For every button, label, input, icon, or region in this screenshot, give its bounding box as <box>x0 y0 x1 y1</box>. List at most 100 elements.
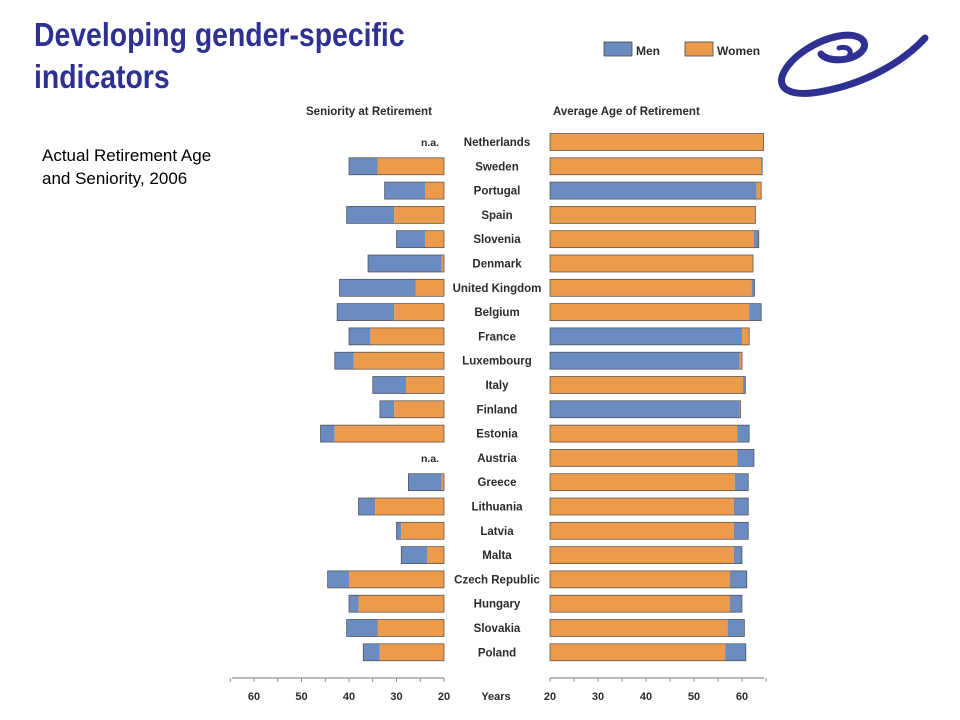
seniority-bar-shorter-hungary <box>358 595 444 613</box>
seniority-bar-shorter-latvia <box>401 522 444 540</box>
retirement-bar-outline-czech-republic <box>549 570 748 589</box>
retirement-bar-longer-austria <box>737 449 754 467</box>
seniority-bar-outline-czech-republic <box>327 570 445 589</box>
retirement-bar-shorter-denmark <box>550 255 754 272</box>
retirement-bar-longer-latvia <box>733 522 749 540</box>
left-panel-title: Seniority at Retirement <box>306 106 432 118</box>
seniority-bar-longer-spain <box>346 206 395 224</box>
retirement-bar-outline-spain <box>549 206 756 224</box>
country-label-malta: Malta <box>482 550 512 562</box>
country-label-spain: Spain <box>481 210 512 222</box>
country-label-italy: Italy <box>485 380 509 392</box>
seniority-bar-longer-greece <box>408 473 442 491</box>
retirement-bar-longer-greece <box>734 473 749 491</box>
seniority-bar-outline-poland <box>362 643 445 662</box>
retirement-bar-shorter-czech-republic <box>550 570 730 588</box>
country-label-austria: Austria <box>477 453 517 465</box>
country-label-czech-republic: Czech Republic <box>454 574 540 586</box>
seniority-bar-outline-sweden <box>348 157 445 176</box>
legend-label-women: Women <box>717 44 760 58</box>
retirement-bar-outline-netherlands <box>549 133 764 151</box>
swirl-logo-icon <box>778 31 929 97</box>
retirement-bar-outline-slovenia <box>549 230 760 249</box>
seniority-bar-outline-malta <box>400 546 445 564</box>
seniority-bar-outline-luxembourg <box>334 351 445 370</box>
retirement-bar-outline-portugal <box>549 181 762 200</box>
slide-title: Developing gender-specific indicators <box>34 14 412 98</box>
retirement-bar-longer-estonia <box>737 425 750 443</box>
seniority-bar-longer-lithuania <box>358 498 376 515</box>
left-tick-label: 50 <box>295 691 307 703</box>
seniority-bar-outline-hungary <box>348 594 445 613</box>
country-label-greece: Greece <box>477 477 516 489</box>
retirement-bar-shorter-malta <box>550 546 734 564</box>
country-label-finland: Finland <box>477 404 518 416</box>
retirement-bar-shorter-estonia <box>550 425 738 443</box>
retirement-bar-shorter-spain <box>550 206 756 224</box>
retirement-bar-shorter-sweden <box>550 157 762 175</box>
legend: Men Women <box>603 41 760 58</box>
seniority-bar-shorter-slovenia <box>425 230 444 248</box>
chart-subtitle-line2: and Seniority, 2006 <box>42 169 188 188</box>
retirement-age-bars <box>549 133 764 662</box>
retirement-bar-shorter-slovenia <box>550 230 754 248</box>
seniority-bar-outline-united-kingdom <box>339 278 445 297</box>
seniority-bar-shorter-united-kingdom <box>415 279 444 297</box>
seniority-bar-longer-luxembourg <box>334 352 354 370</box>
retirement-bar-longer-sweden <box>761 157 763 175</box>
seniority-bar-longer-hungary <box>349 595 359 613</box>
chart-subtitle-line1: Actual Retirement Age <box>42 146 212 165</box>
retirement-bar-outline-malta <box>549 546 743 564</box>
seniority-bar-outline-denmark <box>367 254 445 273</box>
retirement-bar-shorter-netherlands <box>550 133 764 151</box>
retirement-bar-longer-lithuania <box>733 498 749 515</box>
right-tick-label: 60 <box>736 691 748 703</box>
seniority-bar-shorter-lithuania <box>375 498 444 515</box>
left-tick-label: 20 <box>438 691 450 703</box>
slide-title-line2: indicators <box>34 58 170 95</box>
seniority-bar-outline-slovakia <box>346 619 445 637</box>
seniority-bar-outline-estonia <box>320 424 445 443</box>
legend-swatch-women <box>684 41 714 57</box>
axis-unit-label: Years <box>481 691 510 703</box>
seniority-bar-longer-united-kingdom <box>339 279 416 297</box>
seniority-bar-longer-sweden <box>349 157 378 175</box>
seniority-bar-shorter-poland <box>379 643 444 661</box>
retirement-bar-shorter-belgium <box>550 303 750 321</box>
seniority-bar-outline-slovenia <box>396 230 445 249</box>
legend-swatch-men <box>603 41 633 57</box>
country-label-slovenia: Slovenia <box>473 234 521 246</box>
country-label-estonia: Estonia <box>476 429 518 441</box>
seniority-bars <box>320 157 445 662</box>
seniority-bar-shorter-denmark <box>441 255 444 272</box>
retirement-bar-longer-luxembourg <box>739 352 742 370</box>
seniority-bar-longer-czech-republic <box>327 570 349 588</box>
country-label-slovakia: Slovakia <box>474 623 521 635</box>
seniority-bar-shorter-spain <box>394 206 444 224</box>
retirement-bar-outline-luxembourg <box>549 351 743 370</box>
seniority-bar-shorter-portugal <box>425 182 444 200</box>
retirement-bar-shorter-slovakia <box>550 619 728 637</box>
seniority-bar-longer-slovenia <box>396 230 425 248</box>
retirement-bar-longer-united-kingdom <box>751 279 755 297</box>
retirement-bar-shorter-italy <box>550 376 743 394</box>
retirement-bar-outline-belgium <box>549 303 762 321</box>
country-label-latvia: Latvia <box>480 526 514 538</box>
chart-subtitle: Actual Retirement Age and Seniority, 200… <box>42 144 282 190</box>
seniority-bar-shorter-malta <box>427 546 444 564</box>
organization-logo <box>778 31 929 97</box>
seniority-bar-outline-belgium <box>336 303 445 321</box>
country-label-poland: Poland <box>478 647 516 659</box>
seniority-bar-longer-finland <box>379 400 395 418</box>
retirement-bar-shorter-hungary <box>550 595 730 613</box>
retirement-bar-outline-italy <box>549 376 746 394</box>
retirement-bar-longer-finland <box>739 400 741 418</box>
retirement-bar-longer-belgium <box>749 303 762 321</box>
left-tick-label: 40 <box>343 691 355 703</box>
na-label-netherlands: n.a. <box>421 137 439 149</box>
retirement-bar-longer-czech-republic <box>730 570 747 588</box>
left-tick-label: 60 <box>248 691 260 703</box>
seniority-bar-shorter-france <box>370 327 444 345</box>
seniority-bar-longer-italy <box>372 376 406 394</box>
slide-title-line1: Developing gender-specific <box>34 16 405 53</box>
